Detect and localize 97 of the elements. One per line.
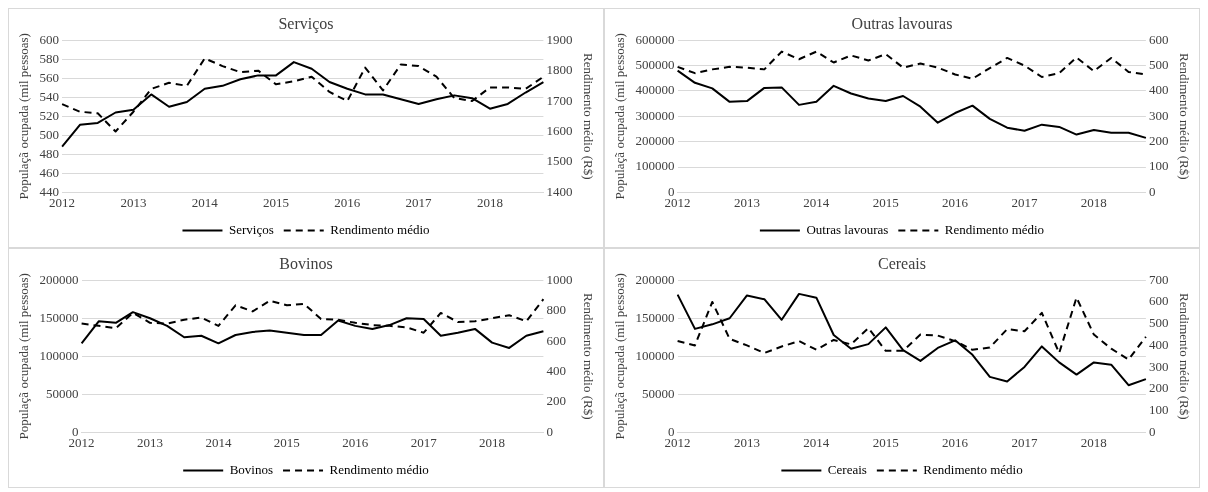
y2-tick-label: 200 [1148,133,1169,149]
y2-axis-title: Rendimento médio (R$) [1176,53,1192,180]
y-tick-label: 0 [668,183,675,199]
y2-tick-label: 500 [1148,315,1169,331]
y-tick-label: 100000 [635,158,675,174]
chart-title: Bovinos [279,254,333,272]
y2-tick-label: 300 [1148,107,1169,123]
y-axis-title: Populaçã ocupada (mil pessoas) [612,273,628,440]
y2-tick-label: 700 [1148,271,1169,287]
y-tick-label: 460 [39,164,60,180]
y2-tick-label: 400 [1148,336,1169,352]
x-tick-label: 2013 [137,434,164,450]
y-tick-label: 150000 [635,309,675,325]
y2-tick-label: 800 [546,302,566,318]
y2-tick-label: 1500 [546,153,573,169]
chart-title: Serviços [278,14,334,33]
y2-tick-label: 1800 [546,62,573,78]
y-tick-label: 300000 [635,107,675,123]
y-tick-label: 0 [72,423,79,439]
y2-tick-label: 0 [546,423,553,439]
y-tick-label: 0 [668,423,675,439]
x-tick-label: 2018 [479,434,506,450]
y-tick-label: 200000 [635,271,675,287]
x-tick-label: 2017 [405,194,433,210]
legend-label: Bovinos [229,461,274,477]
y2-tick-label: 0 [1148,423,1156,439]
y-tick-label: 200000 [39,271,79,287]
y2-tick-label: 1400 [546,183,573,199]
y2-tick-label: 400 [546,362,566,378]
y-axis-title: Populaçã ocupada (mil pessoas) [16,273,32,440]
y-axis-title: Populaçã ocupada (mil pessoas) [612,33,628,200]
x-tick-label: 2015 [872,434,899,450]
y2-tick-label: 400 [1148,82,1169,98]
legend-label: Cereais [827,461,867,477]
y-tick-label: 200000 [635,133,675,149]
x-tick-label: 2016 [334,194,361,210]
x-tick-label: 2017 [1011,194,1038,210]
y-tick-label: 520 [39,107,60,123]
y-tick-label: 100000 [635,347,675,363]
chart-title: Cereais [878,254,926,272]
y-tick-label: 500 [39,126,60,142]
y-tick-label: 580 [39,50,60,66]
y2-tick-label: 1900 [546,31,573,47]
legend-label: Rendimento médio [329,461,429,477]
x-tick-label: 2017 [410,434,438,450]
x-tick-label: 2018 [1080,194,1107,210]
x-tick-label: 2017 [1011,434,1038,450]
y-tick-label: 560 [39,69,60,85]
x-tick-label: 2014 [803,434,830,450]
y2-tick-label: 1600 [546,122,573,138]
y2-tick-label: 0 [1148,183,1156,199]
x-tick-label: 2016 [942,194,969,210]
legend-label: Serviços [228,221,274,237]
x-tick-label: 2015 [273,434,300,450]
chart-title: Outras lavouras [851,14,953,32]
y2-tick-label: 1000 [546,271,573,287]
y2-axis-title: Rendimento médio (R$) [580,293,596,420]
y2-tick-label: 200 [1148,380,1169,396]
y2-tick-label: 500 [1148,56,1169,72]
y-axis-title: Populaçã ocupada (mil pessoas) [16,33,32,200]
y-tick-label: 600000 [635,31,675,47]
x-tick-label: 2016 [342,434,369,450]
x-tick-label: 2013 [120,194,147,210]
y-tick-label: 600 [39,31,60,47]
x-tick-label: 2014 [205,434,232,450]
y2-axis-title: Rendimento médio (R$) [1176,293,1192,420]
x-tick-label: 2015 [263,194,290,210]
x-tick-label: 2016 [942,434,969,450]
y-tick-label: 440 [39,183,60,199]
y-tick-label: 50000 [642,385,675,401]
y-tick-label: 150000 [39,309,79,325]
x-tick-label: 2013 [733,194,760,210]
x-tick-label: 2014 [803,194,830,210]
y2-tick-label: 600 [546,332,566,348]
x-tick-label: 2018 [476,194,503,210]
y2-tick-label: 100 [1148,402,1169,418]
y-tick-label: 500000 [635,56,675,72]
y2-tick-label: 600 [1148,293,1169,309]
x-tick-label: 2014 [191,194,219,210]
y-tick-label: 400000 [635,82,675,98]
x-tick-label: 2018 [1080,434,1107,450]
legend-label: Rendimento médio [944,221,1045,237]
y-tick-label: 100000 [39,347,79,363]
y2-tick-label: 600 [1148,31,1169,47]
legend-label: Rendimento médio [330,221,430,237]
y2-tick-label: 200 [546,393,566,409]
y-tick-label: 50000 [46,385,79,401]
x-tick-label: 2013 [733,434,760,450]
legend-label: Rendimento médio [923,461,1023,477]
y-tick-label: 480 [39,145,60,161]
y2-tick-label: 300 [1148,358,1169,374]
x-tick-label: 2015 [872,194,899,210]
legend-label: Outras lavouras [806,221,889,237]
y-tick-label: 540 [39,88,60,104]
y2-tick-label: 1700 [546,92,573,108]
y2-tick-label: 100 [1148,158,1169,174]
y2-axis-title: Rendimento médio (R$) [580,53,596,180]
